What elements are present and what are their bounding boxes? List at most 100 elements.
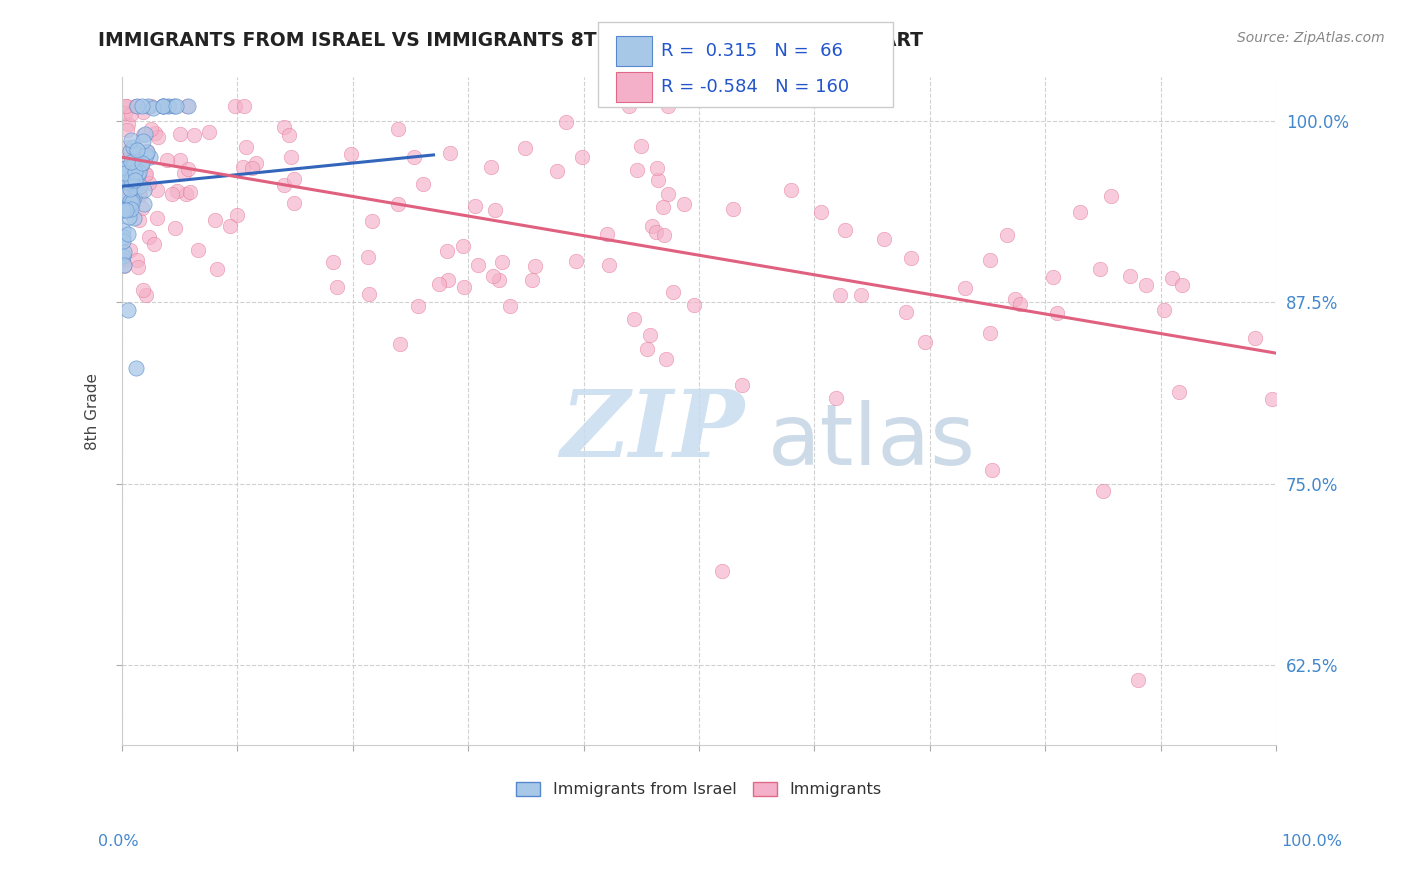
Point: [129, 158, 152, 172]
Point: [118, 145, 141, 160]
Point: [240, 161, 263, 175]
Point: [357, 251, 380, 265]
Point: [121, 194, 143, 209]
Point: [117, 140, 139, 154]
Point: [120, 107, 142, 121]
Point: [135, 168, 157, 182]
Point: [124, 164, 146, 178]
Point: [657, 99, 679, 113]
Point: [645, 225, 668, 239]
Point: [122, 189, 145, 203]
Point: [361, 213, 384, 227]
Point: [437, 273, 460, 287]
Point: [139, 150, 162, 164]
Point: [672, 197, 695, 211]
Point: [162, 187, 184, 202]
Point: [1091, 483, 1114, 498]
Point: [117, 227, 139, 241]
Point: [554, 114, 576, 128]
Point: [132, 128, 155, 143]
Point: [565, 254, 588, 268]
Point: [112, 249, 135, 263]
Point: [273, 120, 295, 134]
Point: [571, 150, 593, 164]
Text: 0.0%: 0.0%: [98, 834, 139, 848]
Point: [894, 305, 917, 319]
Point: [136, 144, 159, 158]
Point: [112, 169, 135, 183]
Point: [112, 245, 135, 260]
Point: [127, 143, 149, 157]
Point: [995, 228, 1018, 243]
Point: [124, 142, 146, 156]
Point: [546, 164, 568, 178]
Point: [132, 134, 155, 148]
Point: [914, 334, 936, 349]
Point: [122, 157, 145, 171]
Point: [524, 259, 547, 273]
Point: [711, 564, 734, 578]
Point: [121, 191, 143, 205]
Point: [169, 127, 191, 141]
Point: [623, 311, 645, 326]
Point: [277, 128, 299, 142]
Point: [406, 299, 429, 313]
Point: [118, 181, 141, 195]
Point: [647, 173, 669, 187]
Point: [157, 99, 180, 113]
Point: [136, 145, 159, 160]
Point: [1045, 306, 1067, 320]
Point: [169, 153, 191, 168]
Point: [657, 187, 679, 202]
Point: [127, 168, 149, 182]
Point: [112, 180, 135, 194]
Point: [955, 281, 977, 295]
Point: [1161, 271, 1184, 285]
Point: [1261, 392, 1284, 406]
Point: [143, 126, 166, 140]
Point: [125, 99, 148, 113]
Point: [128, 165, 150, 179]
Point: [780, 183, 803, 197]
Point: [136, 99, 159, 113]
Point: [152, 99, 174, 113]
Point: [174, 187, 197, 202]
Point: [484, 203, 506, 218]
Point: [121, 157, 143, 171]
Point: [125, 252, 148, 267]
Point: [114, 166, 136, 180]
Point: [166, 184, 188, 198]
Point: [117, 198, 139, 212]
Point: [233, 99, 256, 113]
Point: [135, 148, 157, 162]
Point: [120, 202, 142, 216]
Point: [499, 300, 522, 314]
Point: [111, 202, 134, 217]
Point: [117, 302, 139, 317]
Point: [114, 99, 136, 113]
Point: [979, 326, 1001, 340]
Point: [112, 259, 135, 273]
Point: [1069, 205, 1091, 219]
Point: [851, 288, 873, 302]
Point: [112, 223, 135, 237]
Point: [134, 127, 156, 141]
Point: [596, 227, 619, 241]
Point: [427, 277, 450, 292]
Point: [128, 186, 150, 200]
Point: [111, 230, 134, 244]
Point: [825, 391, 848, 405]
Point: [464, 199, 486, 213]
Point: [121, 170, 143, 185]
Point: [124, 161, 146, 176]
Point: [121, 188, 143, 202]
Point: [280, 150, 302, 164]
Point: [219, 219, 242, 233]
Point: [1244, 331, 1267, 345]
Point: [873, 232, 896, 246]
Point: [387, 196, 409, 211]
Point: [128, 213, 150, 227]
Point: [152, 99, 174, 113]
Point: [389, 337, 412, 351]
Point: [121, 140, 143, 154]
